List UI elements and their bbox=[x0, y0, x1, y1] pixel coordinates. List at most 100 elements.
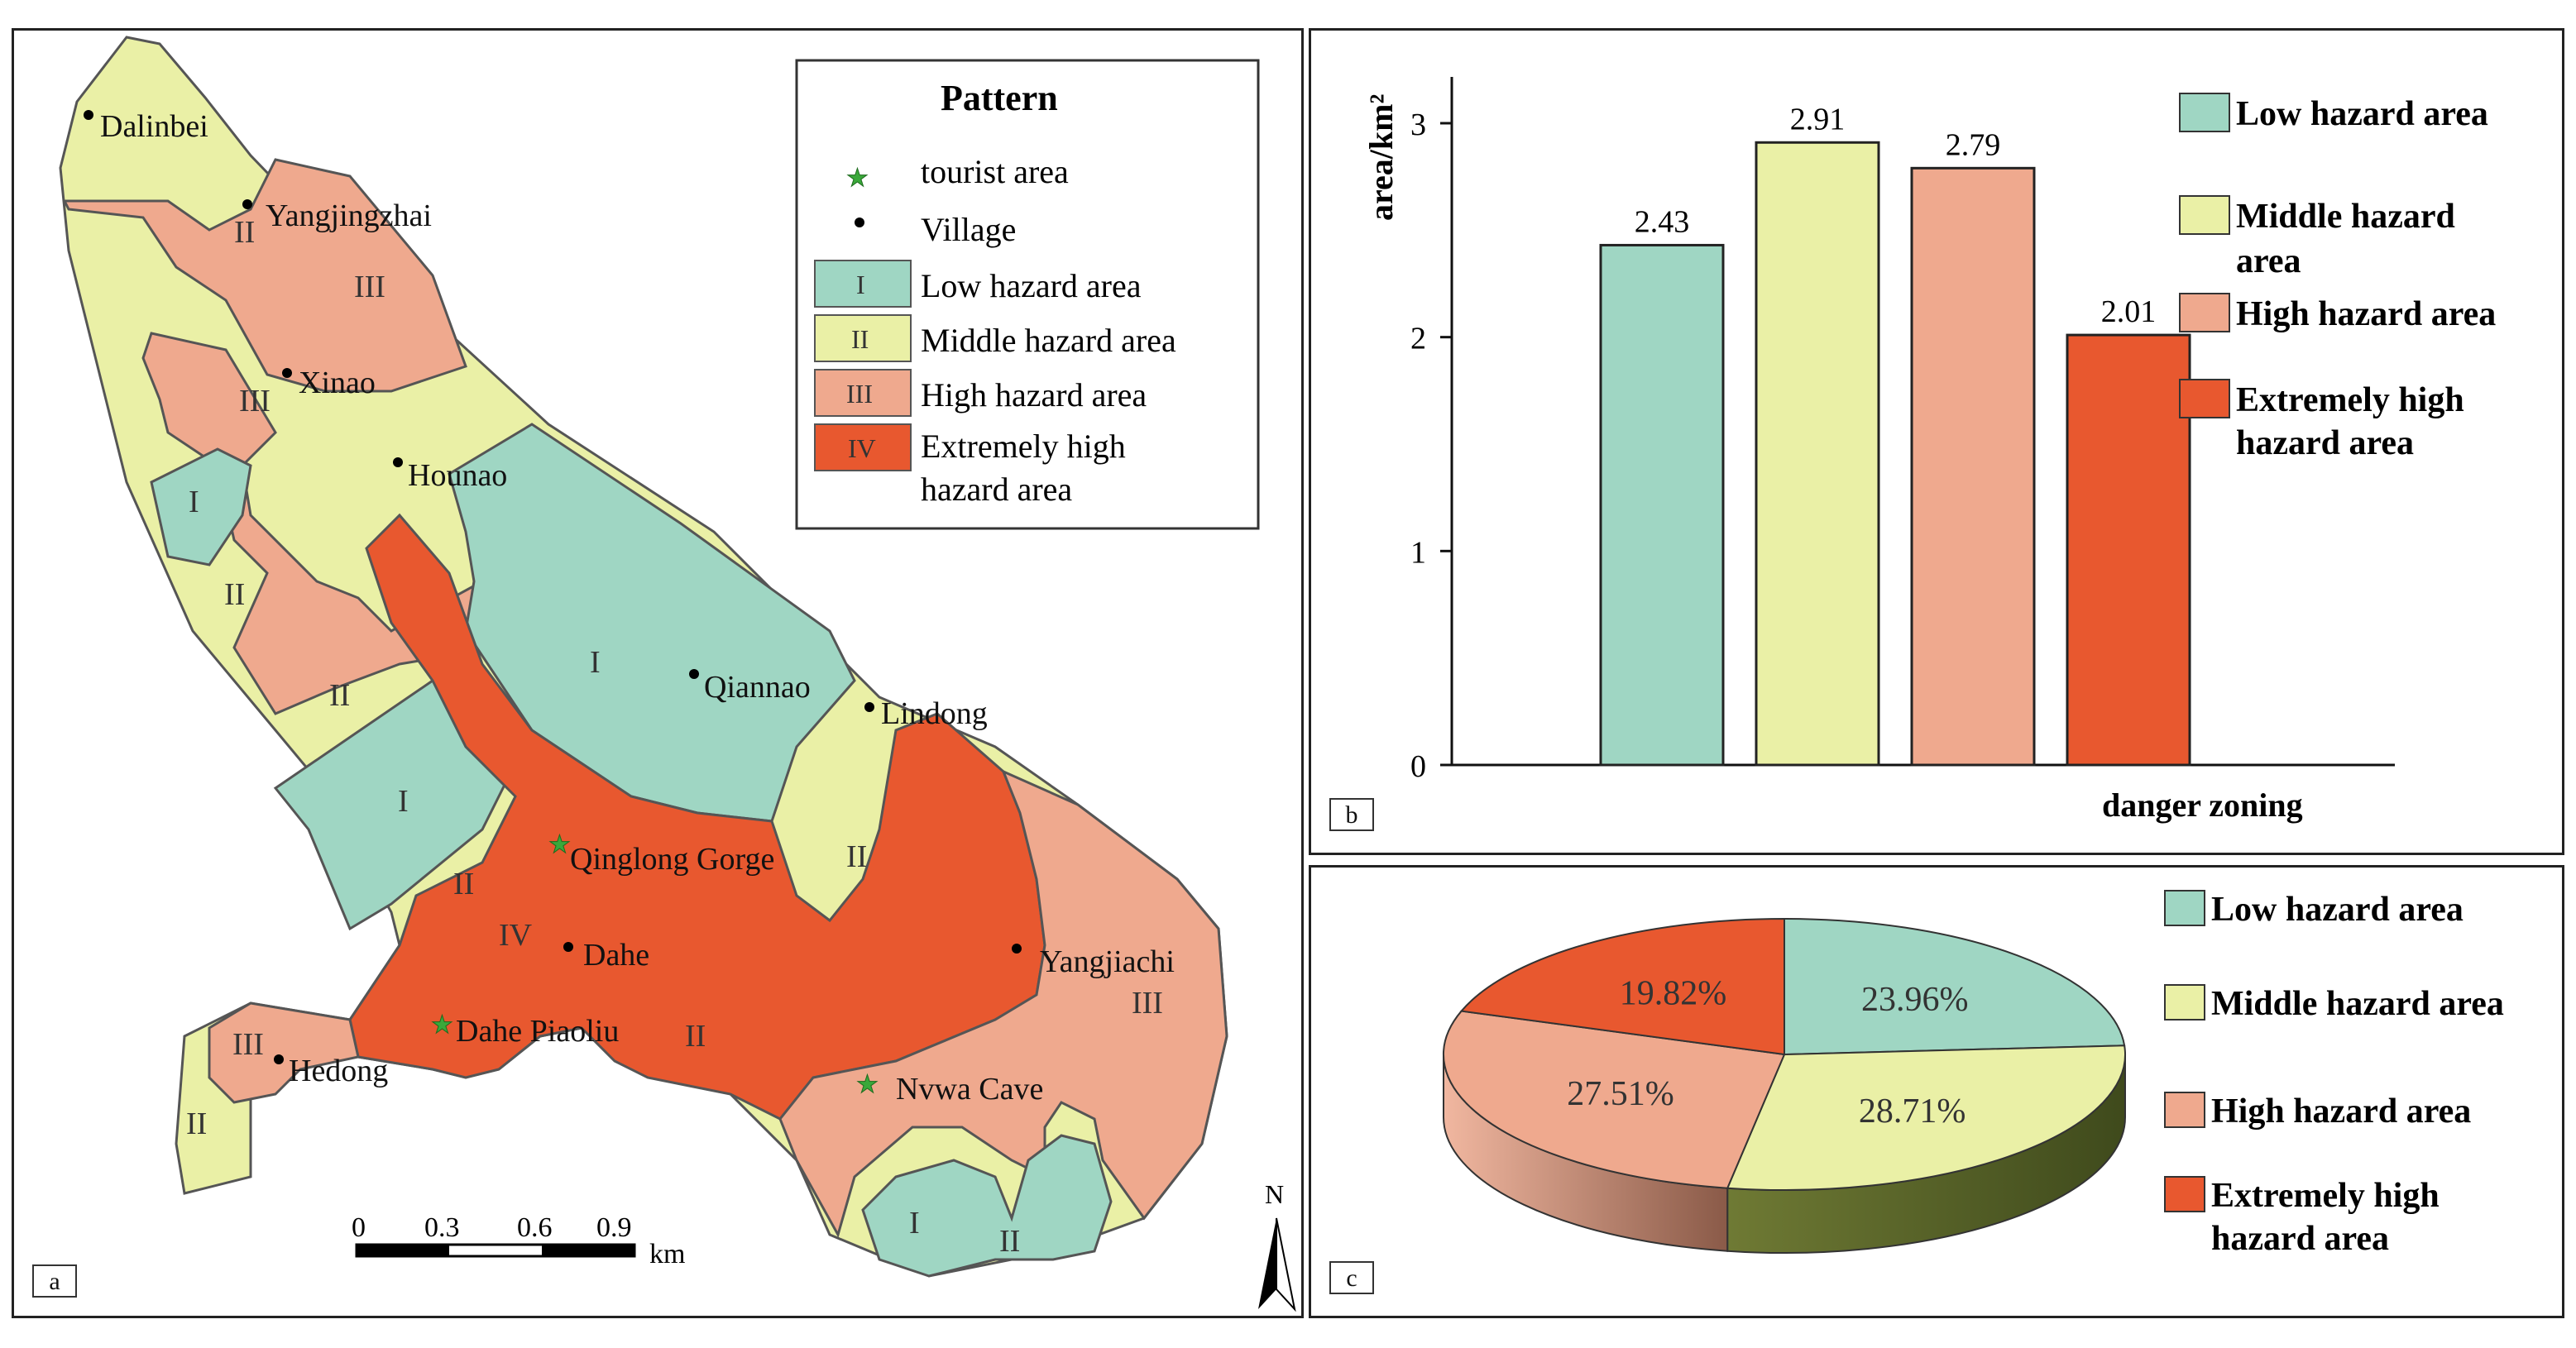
bar-2 bbox=[1910, 166, 2036, 767]
zone-label-iii: III bbox=[354, 270, 385, 304]
tourist-label-nvwa-cave: Nvwa Cave bbox=[896, 1072, 1043, 1107]
bar-legend-label-extreme-line1: Extremely high bbox=[2236, 381, 2464, 419]
pie-slice-0 bbox=[1784, 917, 2126, 1056]
village-dot bbox=[689, 669, 699, 679]
legend-numeral-low: I bbox=[856, 270, 865, 299]
north-label: N bbox=[1265, 1179, 1284, 1209]
village-dot bbox=[1012, 944, 1022, 954]
pie-value-label: 27.51% bbox=[1567, 1075, 1674, 1113]
village-label-yangjingzhai: Yangjingzhai bbox=[266, 198, 432, 233]
zone-label-i: I bbox=[590, 645, 601, 680]
bar-y-axis-label: area/km² bbox=[1362, 94, 1400, 221]
village-label-lindong: Lindong bbox=[881, 696, 988, 731]
map-panel: II III III I II II I I II IV II III II I… bbox=[12, 28, 1304, 1318]
village-label-dalinbei: Dalinbei bbox=[100, 109, 208, 144]
village-label-hounao: Hounao bbox=[408, 458, 507, 493]
pie-legend-label-extreme-line2: hazard area bbox=[2211, 1220, 2389, 1258]
bar-legend-label-middle-line2: area bbox=[2236, 242, 2301, 280]
panel-c-tag: c bbox=[1329, 1261, 1374, 1294]
zone-label-ii: II bbox=[453, 867, 474, 901]
village-label-dahe: Dahe bbox=[583, 938, 649, 973]
bar-value-label: 2.79 bbox=[1946, 127, 2001, 162]
legend-swatch-extreme bbox=[814, 423, 912, 471]
village-dot bbox=[393, 457, 403, 467]
legend-label-low: Low hazard area bbox=[921, 267, 1142, 304]
legend-swatch-low bbox=[814, 260, 912, 308]
pie-legend-label-low: Low hazard area bbox=[2211, 891, 2463, 929]
village-label-hedong: Hedong bbox=[289, 1054, 388, 1088]
zone-label-iv: IV bbox=[499, 918, 533, 953]
pie-slice-1 bbox=[1726, 1044, 2126, 1191]
bar-1 bbox=[1755, 141, 1880, 767]
zone-label-iii: III bbox=[1132, 986, 1163, 1021]
pie-value-label: 23.96% bbox=[1861, 981, 1969, 1019]
legend-label-extreme-line2: hazard area bbox=[921, 471, 1072, 508]
pie-legend-swatch-middle bbox=[2164, 984, 2205, 1021]
legend-label-extreme-line1: Extremely high bbox=[921, 428, 1126, 465]
village-dot bbox=[242, 199, 252, 209]
legend-swatch-middle bbox=[814, 314, 912, 362]
legend-village-dot bbox=[855, 217, 864, 227]
bar-legend-swatch-high bbox=[2179, 293, 2230, 332]
legend-label-high: High hazard area bbox=[921, 376, 1147, 413]
zone-label-iii: III bbox=[232, 1027, 264, 1062]
legend-swatch-high bbox=[814, 369, 912, 417]
tourist-star-icon: ★ bbox=[431, 1011, 453, 1039]
legend-title: Pattern bbox=[941, 78, 1058, 118]
zone-high-north bbox=[62, 158, 467, 393]
legend-tourist-star-icon: ★ bbox=[846, 165, 869, 192]
zone-label-ii: II bbox=[685, 1019, 706, 1054]
legend-village-label: Village bbox=[921, 211, 1016, 248]
bar-legend-label-extreme-line2: hazard area bbox=[2236, 424, 2414, 462]
scale-tick-0: 0 bbox=[352, 1212, 366, 1243]
north-arrow-icon: N bbox=[1258, 1179, 1296, 1312]
pie-legend-label-middle: Middle hazard area bbox=[2211, 985, 2504, 1023]
zone-label-i: I bbox=[189, 485, 199, 519]
zone-label-ii: II bbox=[186, 1107, 207, 1141]
zone-label-ii: II bbox=[234, 215, 255, 250]
zone-label-iii: III bbox=[239, 384, 271, 418]
bar-y-tick-label: 3 bbox=[1410, 108, 1426, 142]
legend-numeral-extreme: IV bbox=[848, 433, 876, 463]
pie-chart-panel: 23.96% 28.71% 27.51% 19.82% Low hazard area… bbox=[1309, 865, 2564, 1318]
pie-chart: 23.96% 28.71% 27.51% 19.82% Low hazard area… bbox=[1443, 890, 2504, 1258]
legend-label-middle: Middle hazard area bbox=[921, 322, 1176, 359]
zone-high-east bbox=[778, 769, 1228, 1238]
pie-legend-swatch-extreme bbox=[2164, 1176, 2205, 1212]
hazard-zoning-map: II III III I II II I I II IV II III II I… bbox=[59, 36, 1296, 1312]
pie-legend-swatch-low bbox=[2164, 890, 2205, 926]
bar-0 bbox=[1599, 243, 1725, 767]
pie-slice-2 bbox=[1443, 1010, 1786, 1189]
legend-numeral-middle: II bbox=[851, 324, 869, 354]
scale-tick-0-6: 0.6 bbox=[517, 1212, 553, 1243]
village-label-xinao: Xinao bbox=[299, 366, 376, 400]
bar-value-label: 2.91 bbox=[1790, 102, 1846, 136]
pie-slice-3 bbox=[1459, 917, 1785, 1056]
bar-y-tick-label: 1 bbox=[1410, 535, 1426, 570]
village-label-qiannao: Qiannao bbox=[704, 670, 811, 705]
bar-value-label: 2.01 bbox=[2101, 294, 2157, 329]
zone-label-i: I bbox=[398, 784, 409, 819]
village-dot bbox=[282, 368, 292, 378]
village-dot bbox=[864, 702, 874, 712]
zone-label-i: I bbox=[909, 1206, 920, 1240]
bar-chart: 0 1 2 3 2.43 2.91 2.79 2.01 area/km² danger zo… bbox=[1362, 77, 2496, 824]
bar-legend-swatch-middle bbox=[2179, 195, 2230, 235]
bar-x-axis-label: danger zoning bbox=[2102, 786, 2303, 824]
bar-chart-panel: 0 1 2 3 2.43 2.91 2.79 2.01 area/km² danger zo… bbox=[1309, 28, 2564, 855]
tourist-star-icon: ★ bbox=[856, 1071, 879, 1098]
bar-y-tick-label: 2 bbox=[1410, 322, 1426, 356]
zone-low-west bbox=[150, 447, 252, 566]
pie-legend-swatch-high bbox=[2164, 1092, 2205, 1128]
pie-legend-label-extreme-line1: Extremely high bbox=[2211, 1177, 2440, 1215]
scale-unit: km bbox=[649, 1239, 685, 1269]
map-legend: Pattern ★ tourist area Village I Low haz… bbox=[795, 59, 1260, 530]
zone-label-ii: II bbox=[224, 577, 245, 612]
village-label-yangjiachi: Yangjiachi bbox=[1040, 944, 1175, 979]
pie-legend-label-high: High hazard area bbox=[2211, 1092, 2471, 1131]
bar-3 bbox=[2066, 333, 2191, 767]
legend-tourist-label: tourist area bbox=[921, 153, 1069, 190]
pie-value-label: 28.71% bbox=[1859, 1092, 1966, 1131]
zone-low-southeast bbox=[861, 1134, 1113, 1278]
bar-legend-label-high: High hazard area bbox=[2236, 295, 2496, 333]
